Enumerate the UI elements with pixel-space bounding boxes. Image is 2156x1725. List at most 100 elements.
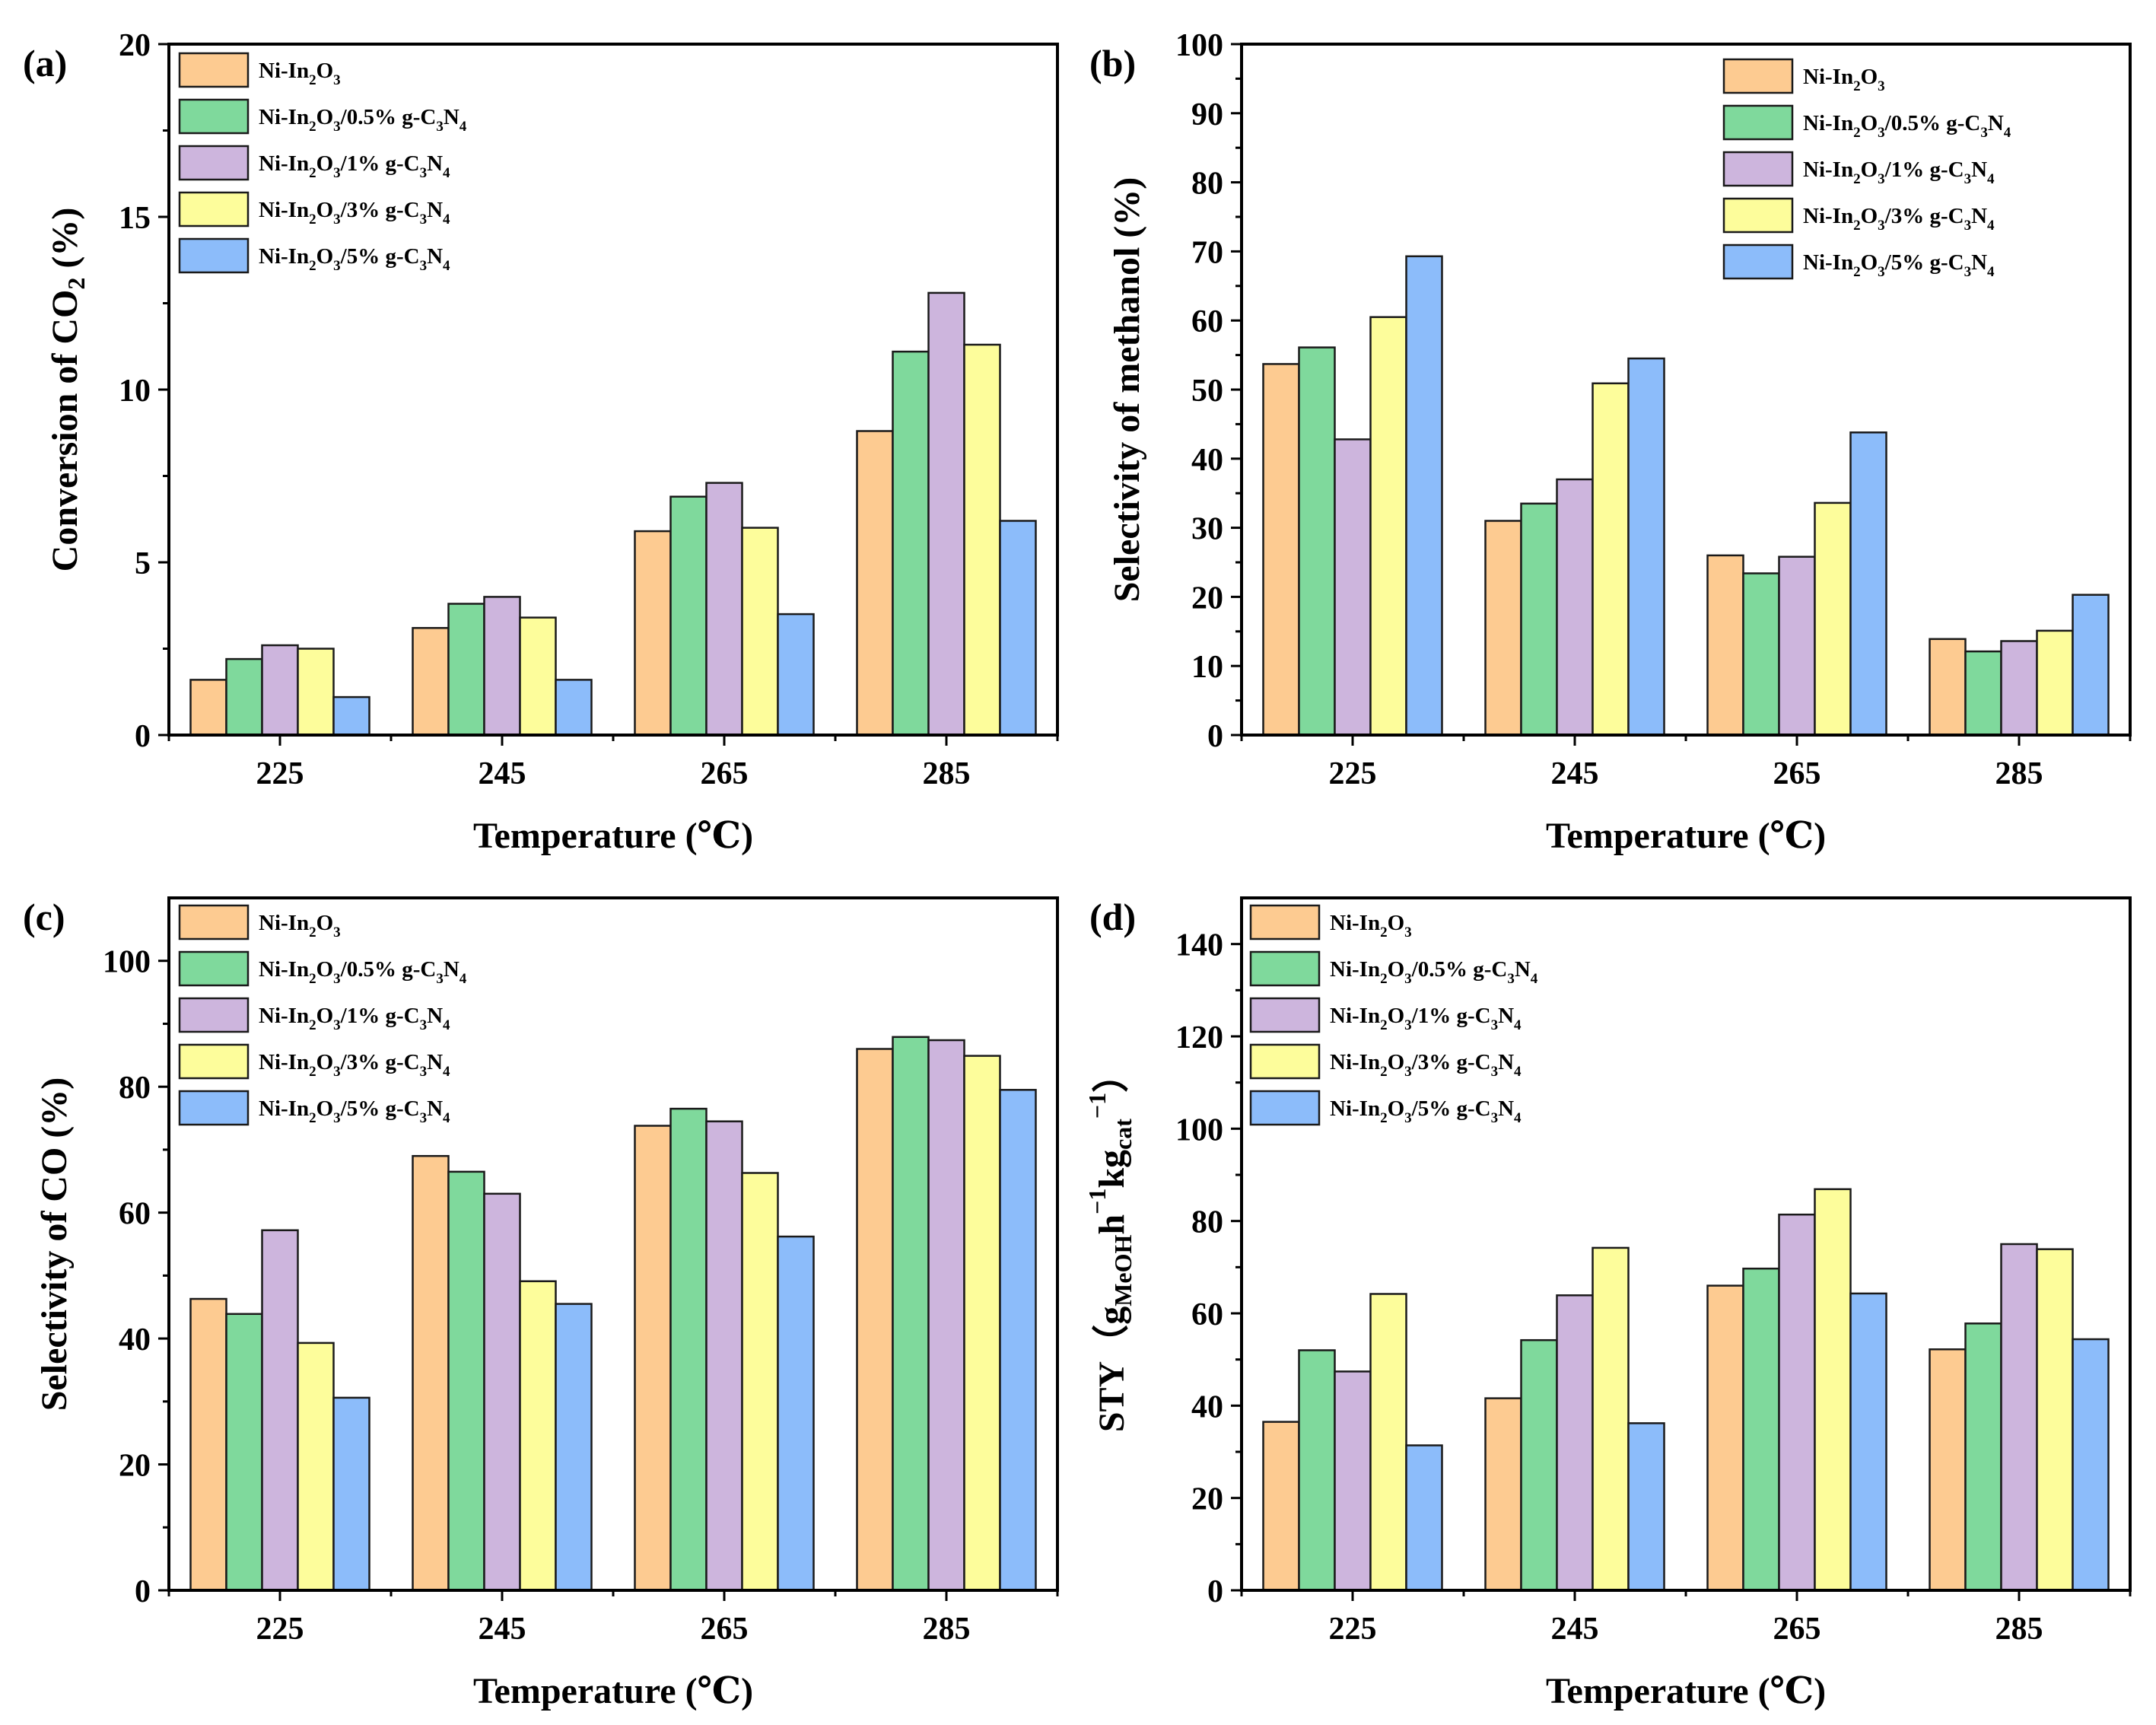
bar-285-series-4 [2036,629,2074,737]
legend-label: Ni-In2O3/1% g-C3N4 [259,1004,450,1033]
y-tick-label: 60 [1191,304,1223,339]
legend-swatch [1249,997,1321,1033]
x-axis-title: Temperature (℃) [473,1671,753,1711]
bar-265-series-2 [669,495,708,737]
bar-265-series-5 [777,613,815,737]
bar-225-series-1 [1262,363,1300,737]
bar-225-series-5 [1405,255,1443,737]
x-tick-label: 265 [1773,756,1821,791]
x-tick-label: 285 [1995,1612,2043,1647]
bar-285-series-1 [1929,1348,1967,1592]
bar-285-series-1 [856,1048,894,1592]
bar-265-series-5 [1849,431,1887,737]
bar-245-series-5 [555,679,593,737]
bar-285-series-2 [892,350,930,737]
bar-245-series-1 [412,627,450,737]
y-axis-title: Selectivity of methanol (%) [1107,177,1147,603]
bar-265-series-4 [741,1172,779,1592]
bar-245-series-2 [1520,1338,1558,1592]
bar-265-series-5 [777,1235,815,1592]
bar-245-series-3 [1556,1294,1594,1592]
bar-265-series-2 [669,1107,708,1592]
legend: Ni-In2O3 Ni-In2O3/0.5% g-C3N4 Ni-In2O3/1% … [178,904,467,1126]
legend-swatch [1722,151,1794,187]
y-tick-label: 80 [1191,167,1223,202]
y-axis-title: STY（gMeOHh−1kgcat−1） [1083,1056,1137,1432]
legend: Ni-In2O3 Ni-In2O3/0.5% g-C3N4 Ni-In2O3/1% … [178,52,467,274]
bar-265-series-1 [634,1125,672,1592]
bar-265-series-4 [741,527,779,737]
bar-265-series-1 [634,530,672,737]
y-axis-title: Conversion of CO2 (%) [45,208,90,572]
legend-swatch [1249,950,1321,987]
bar-225-series-4 [297,1341,335,1592]
y-tick-label: 30 [1191,512,1223,547]
x-tick-label: 225 [1329,1612,1377,1647]
bar-245-series-5 [1627,1422,1665,1592]
y-tick-label: 0 [1207,1574,1223,1609]
legend-swatch [1722,197,1794,234]
panel-d: (d) 0 20 40 60 80 100 120 140 225 245 265 285 Tempera… [1083,896,2132,1711]
panel-c: (c) 0 20 40 60 80 100 225 245 265 285 Temperature (… [23,896,1059,1711]
x-tick-label: 245 [1551,756,1599,791]
legend-label: Ni-In2O3/0.5% g-C3N4 [259,957,467,987]
y-tick-label: 100 [103,945,151,980]
bar-225-series-4 [1369,316,1407,737]
bar-225-series-2 [225,657,263,737]
y-tick-label: 50 [1191,374,1223,409]
bar-285-series-5 [2072,594,2110,737]
legend-swatch [178,191,250,228]
legend-label: Ni-In2O3/5% g-C3N4 [1330,1096,1522,1126]
legend-label: Ni-In2O3/1% g-C3N4 [1330,1004,1522,1033]
y-tick-label: 80 [119,1071,151,1106]
bar-285-series-3 [2000,1243,2038,1592]
legend-swatch [178,997,250,1033]
bar-265-series-2 [1742,1267,1780,1592]
legend-swatch [1249,1090,1321,1126]
legend-swatch [178,98,250,135]
bar-225-series-1 [189,679,227,737]
bar-225-series-5 [332,695,370,737]
bar-265-series-3 [705,482,743,737]
y-tick-label: 15 [119,201,151,236]
x-axis-title: Temperature (℃) [473,816,753,856]
bar-225-series-4 [1369,1293,1407,1592]
panel-label: (a) [23,42,67,84]
legend-label: Ni-In2O3/3% g-C3N4 [259,198,450,228]
panel-label: (c) [23,896,65,938]
bar-225-series-1 [1262,1421,1300,1592]
bar-245-series-1 [1484,1397,1522,1592]
bar-265-series-1 [1706,1284,1744,1592]
legend-label: Ni-In2O3/0.5% g-C3N4 [1330,957,1538,987]
x-tick-label: 225 [256,1612,304,1647]
bar-225-series-3 [261,644,299,737]
bar-265-series-4 [1814,501,1852,737]
bar-245-series-1 [412,1154,450,1592]
y-tick-label: 20 [1191,1482,1223,1517]
legend-label: Ni-In2O3/1% g-C3N4 [1803,158,1995,187]
bar-285-series-1 [856,430,894,737]
legend-swatch [178,950,250,987]
legend-swatch [1722,104,1794,141]
bar-245-series-4 [1592,1246,1630,1592]
bar-265-series-3 [1778,555,1816,737]
bar-225-series-3 [261,1229,299,1592]
bar-245-series-1 [1484,520,1522,737]
bar-285-series-4 [2036,1248,2074,1592]
y-tick-label: 100 [1175,1112,1223,1147]
legend-label: Ni-In2O3 [259,911,341,940]
legend-swatch [178,237,250,274]
y-tick-label: 90 [1191,97,1223,132]
bar-265-series-4 [1814,1188,1852,1592]
y-tick-label: 10 [1191,650,1223,685]
bar-225-series-2 [1298,1349,1336,1592]
panel-label: (d) [1089,896,1136,938]
legend-label: Ni-In2O3/3% g-C3N4 [1330,1050,1522,1080]
x-tick-label: 285 [923,1612,971,1647]
legend-label: Ni-In2O3 [1330,911,1412,940]
y-tick-label: 40 [1191,443,1223,478]
bar-285-series-3 [927,1039,965,1592]
y-tick-label: 40 [119,1322,151,1357]
bar-225-series-3 [1334,1370,1372,1592]
